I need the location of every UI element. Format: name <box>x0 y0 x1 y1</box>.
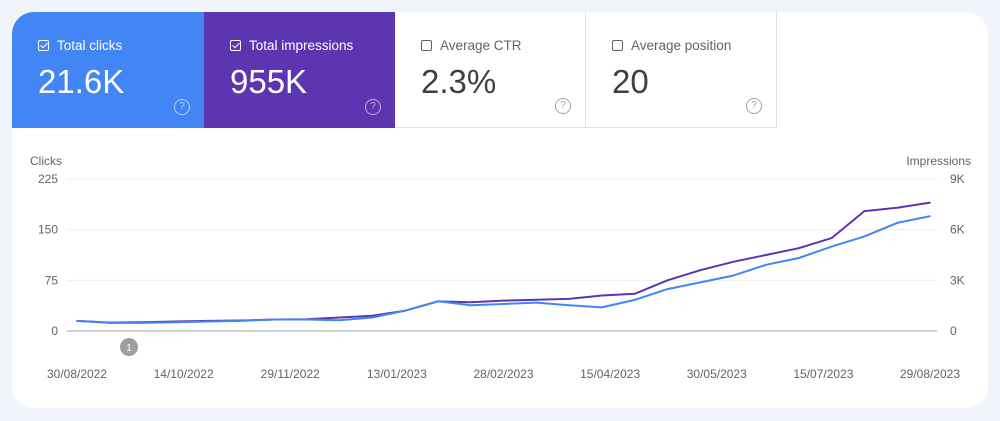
left-tick-label: 75 <box>45 273 59 287</box>
right-tick-label: 0 <box>950 324 957 338</box>
data-point-clicks <box>535 301 538 304</box>
data-point-impressions <box>502 299 505 302</box>
data-point-impressions <box>535 298 538 301</box>
data-point-impressions <box>732 260 734 263</box>
data-point-clicks <box>633 299 636 301</box>
metric-total-clicks[interactable]: Total clicks 21.6K ? <box>12 12 204 128</box>
annotation-number: 1 <box>126 343 132 354</box>
metric-label: Average CTR <box>440 38 522 53</box>
data-point-clicks <box>699 281 702 284</box>
help-icon[interactable]: ? <box>555 98 571 114</box>
data-point-clicks <box>666 288 669 290</box>
x-tick-label: 28/02/2023 <box>473 367 533 381</box>
data-point-clicks <box>240 320 242 322</box>
metric-label: Total clicks <box>57 38 123 53</box>
data-point-clicks <box>109 322 111 324</box>
data-point-impressions <box>929 201 931 204</box>
x-tick-label: 15/07/2023 <box>793 367 853 381</box>
data-point-clicks <box>207 320 210 323</box>
data-point-clicks <box>732 274 734 277</box>
data-point-clicks <box>830 245 833 248</box>
data-point-clicks <box>305 318 308 321</box>
data-point-clicks <box>797 257 800 259</box>
data-point-clicks <box>601 306 603 309</box>
metric-average-ctr[interactable]: Average CTR 2.3% ? <box>395 12 586 128</box>
right-axis-title: Impressions <box>906 154 971 168</box>
data-point-clicks <box>929 215 931 217</box>
checkbox-unchecked-icon[interactable] <box>421 40 432 51</box>
metric-value: 20 <box>612 63 649 100</box>
left-tick-label: 225 <box>38 172 58 186</box>
data-point-clicks <box>76 320 78 322</box>
help-icon[interactable]: ? <box>174 99 190 115</box>
data-point-clicks <box>141 322 144 324</box>
data-point-clicks <box>404 309 406 312</box>
data-point-clicks <box>863 235 866 238</box>
series-line-clicks <box>76 215 931 324</box>
data-point-clicks <box>371 316 374 319</box>
data-point-clicks <box>338 319 341 321</box>
right-tick-label: 3K <box>950 273 965 287</box>
checkbox-unchecked-icon[interactable] <box>612 40 623 51</box>
data-point-impressions <box>896 206 898 209</box>
data-point-clicks <box>568 304 570 307</box>
left-axis-title: Clicks <box>30 154 62 168</box>
data-point-impressions <box>338 316 341 319</box>
data-point-impressions <box>601 294 603 297</box>
x-tick-label: 29/08/2023 <box>900 367 960 381</box>
data-point-clicks <box>765 263 767 266</box>
x-tick-label: 30/08/2022 <box>47 367 107 381</box>
left-tick-label: 0 <box>51 324 58 338</box>
data-point-impressions <box>863 210 866 212</box>
data-point-impressions <box>797 247 800 250</box>
data-point-clicks <box>469 304 472 307</box>
data-point-clicks <box>896 222 898 224</box>
data-point-impressions <box>699 269 702 272</box>
metric-value: 2.3% <box>421 63 497 100</box>
data-point-clicks <box>273 318 275 321</box>
x-tick-label: 30/05/2023 <box>687 367 747 381</box>
data-point-clicks <box>437 300 439 303</box>
data-point-impressions <box>371 315 374 317</box>
left-tick-label: 150 <box>38 223 58 237</box>
performance-card: Total clicks 21.6K ? Total impressions 9… <box>12 12 988 408</box>
help-icon[interactable]: ? <box>746 98 762 114</box>
data-point-impressions <box>830 237 833 239</box>
data-point-impressions <box>469 301 472 304</box>
checkbox-checked-icon[interactable] <box>230 40 241 51</box>
right-tick-label: 6K <box>950 223 965 237</box>
x-tick-label: 13/01/2023 <box>367 367 427 381</box>
data-point-impressions <box>633 293 636 295</box>
metric-label: Average position <box>631 38 732 53</box>
metric-label: Total impressions <box>249 38 354 53</box>
metric-value: 21.6K <box>38 63 125 100</box>
x-tick-label: 29/11/2022 <box>261 367 320 381</box>
right-tick-label: 9K <box>950 172 965 186</box>
help-icon[interactable]: ? <box>365 99 381 115</box>
x-tick-label: 15/04/2023 <box>580 367 640 381</box>
data-point-impressions <box>765 254 767 256</box>
metric-total-impressions[interactable]: Total impressions 955K ? <box>204 12 395 128</box>
checkbox-checked-icon[interactable] <box>38 40 49 51</box>
data-point-impressions <box>568 298 570 300</box>
data-point-clicks <box>174 321 177 324</box>
metric-value: 955K <box>230 63 308 100</box>
x-tick-label: 14/10/2022 <box>154 367 214 381</box>
data-point-impressions <box>666 279 669 282</box>
data-point-clicks <box>502 303 505 305</box>
metric-average-position[interactable]: Average position 20 ? <box>586 12 777 128</box>
annotation-marker[interactable]: 1 <box>120 338 138 356</box>
